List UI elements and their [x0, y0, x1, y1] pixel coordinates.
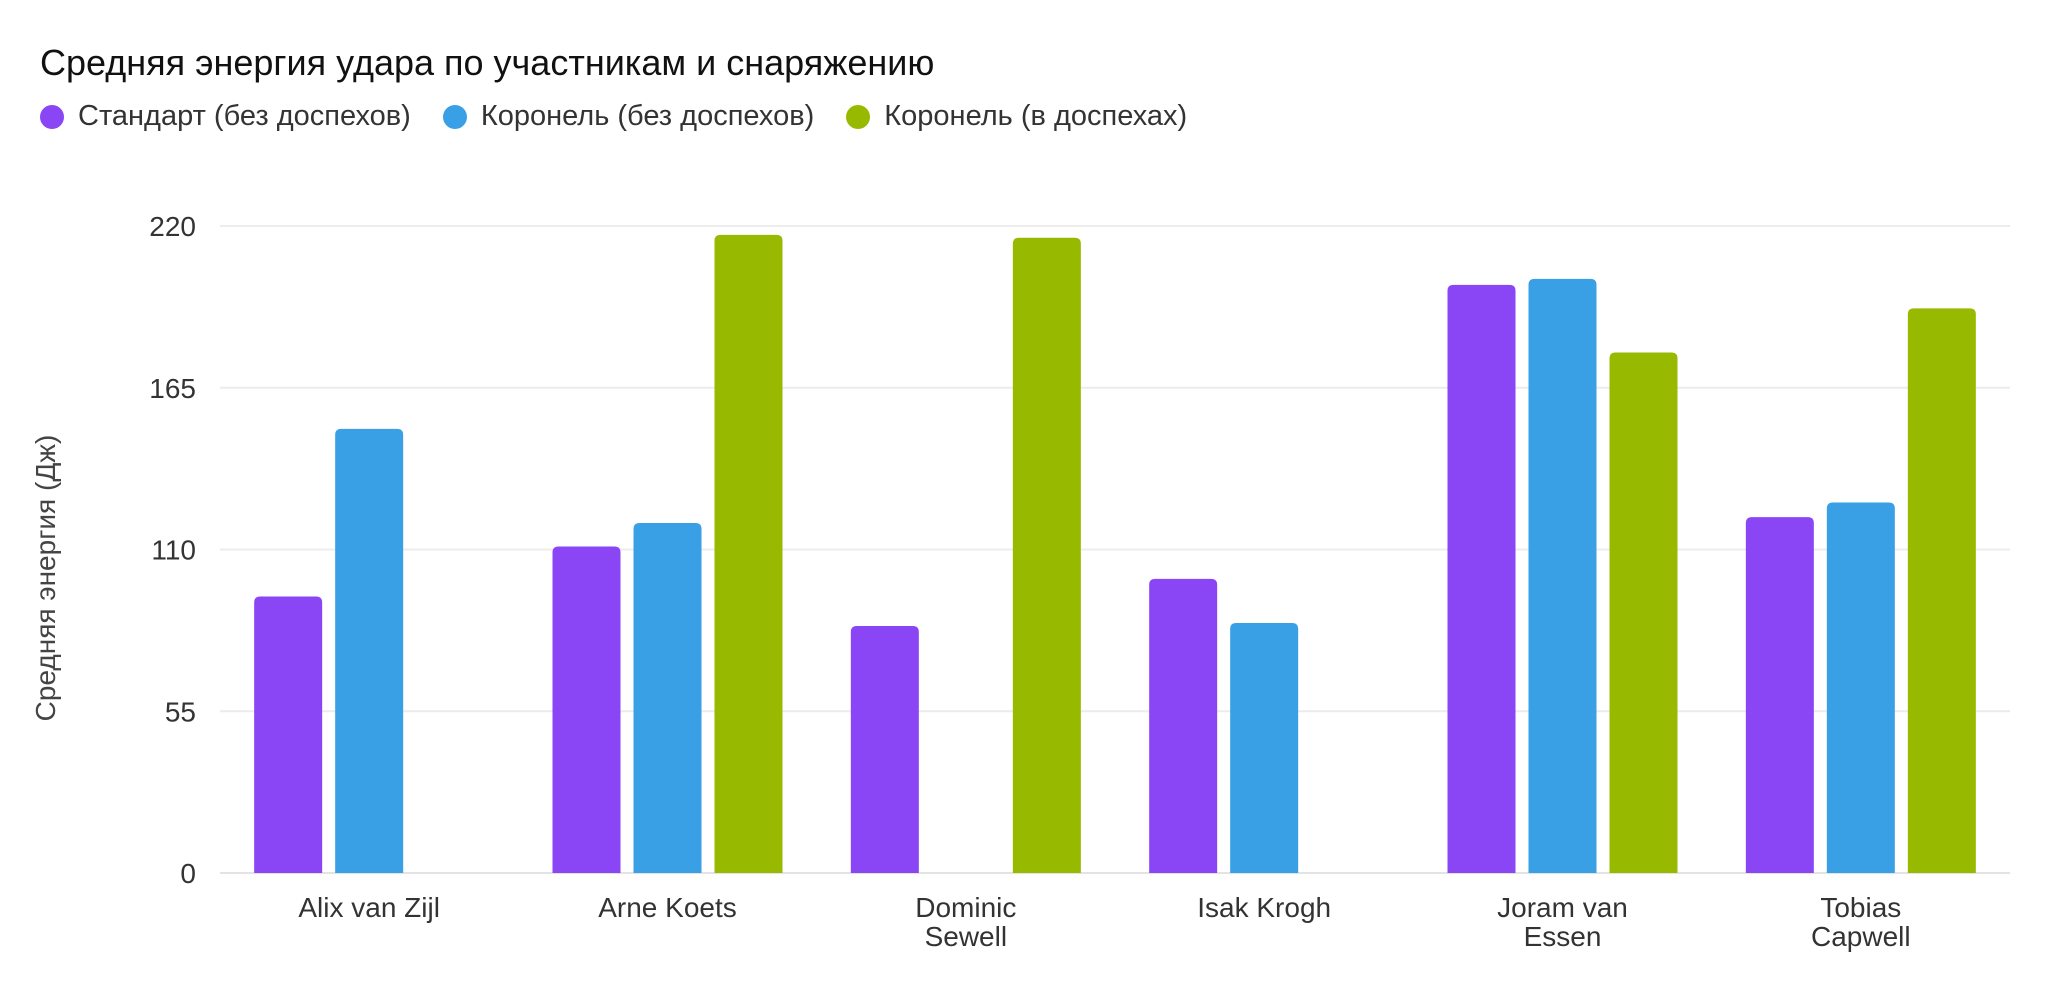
legend-item-standard[interactable]: Стандарт (без доспехов) — [40, 100, 411, 133]
bar-2-series-2[interactable] — [1012, 237, 1081, 873]
bar-5-series-0[interactable] — [1745, 517, 1814, 873]
chart-title: Средняя энергия удара по участникам и сн… — [40, 42, 935, 83]
bar-1-series-1[interactable] — [633, 523, 702, 873]
bar-3-series-1[interactable] — [1230, 623, 1299, 873]
legend-label-standard: Стандарт (без доспехов) — [78, 100, 411, 132]
bar-5-series-1[interactable] — [1826, 502, 1895, 873]
x-tick-label-0: Alix van Zijl — [298, 892, 440, 923]
legend-item-coronel-armored[interactable]: Коронель (в доспехах) — [846, 100, 1187, 133]
x-tick-label-4: Joram van Essen — [1497, 892, 1628, 952]
y-tick-label-110: 110 — [151, 535, 196, 566]
legend-label-coronel-unarmored: Коронель (без доспехов) — [480, 100, 815, 132]
bar-2-series-0[interactable] — [850, 625, 919, 873]
x-tick-label-2: Dominic Sewell — [915, 892, 1016, 952]
bar-0-series-1[interactable] — [335, 428, 404, 873]
bar-4-series-1[interactable] — [1528, 278, 1597, 873]
y-tick-label-165: 165 — [149, 373, 196, 404]
bar-1-series-2[interactable] — [714, 234, 783, 873]
x-tick-label-1: Arne Koets — [598, 892, 737, 923]
legend-swatch-standard — [40, 104, 64, 129]
x-tick-label-5: Tobias Capwell — [1811, 892, 1911, 952]
legend-swatch-coronel-armored — [846, 104, 871, 129]
y-tick-label-55: 55 — [165, 696, 196, 727]
bar-3-series-0[interactable] — [1149, 578, 1218, 873]
bar-0-series-0[interactable] — [254, 596, 323, 873]
legend-swatch-coronel-unarmored — [442, 104, 467, 129]
legend-label-coronel-armored: Коронель (в доспехах) — [884, 100, 1188, 132]
x-tick-label-3: Isak Krogh — [1197, 892, 1331, 923]
bar-5-series-2[interactable] — [1907, 308, 1976, 873]
legend-item-coronel-unarmored[interactable]: Коронель (без доспехов) — [442, 100, 815, 133]
bar-4-series-0[interactable] — [1447, 284, 1516, 873]
legend: Стандарт (без доспехов) Коронель (без до… — [40, 100, 1187, 133]
bar-1-series-0[interactable] — [552, 546, 621, 873]
y-tick-label-220: 220 — [149, 211, 196, 242]
y-tick-label-0: 0 — [180, 858, 196, 889]
bar-4-series-2[interactable] — [1609, 352, 1678, 873]
